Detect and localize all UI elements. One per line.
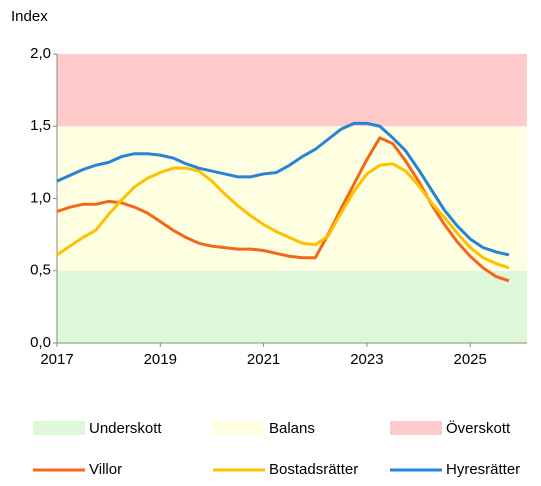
band [57,54,527,127]
x-tick-label: 2023 [350,351,383,368]
band [57,270,527,343]
legend-swatch [33,421,85,435]
y-tick-label: 1,5 [30,117,51,134]
legend-label: Underskott [89,420,162,437]
line [56,121,510,257]
x-tick-label: 2019 [144,351,177,368]
legend-label: Hyresrätter [446,461,520,478]
legend-label: Bostadsrätter [269,461,358,478]
y-tick-label: 0,5 [30,262,51,279]
y-tick-label: 2,0 [30,45,51,62]
legend-swatch [390,421,442,435]
line [56,162,510,270]
legend-label: Villor [89,461,122,478]
band [57,126,527,271]
x-tick-label: 2017 [40,351,73,368]
y-tick-label: 0,0 [30,334,51,351]
legend-label: Överskott [446,419,511,437]
x-tick-label: 2021 [247,351,280,368]
x-tick-label: 2025 [453,351,486,368]
line [56,136,510,283]
legend-swatch [213,421,265,435]
y-axis-label: Index [11,8,48,25]
legend-label: Balans [269,420,315,437]
y-tick-label: 1,0 [30,189,51,206]
